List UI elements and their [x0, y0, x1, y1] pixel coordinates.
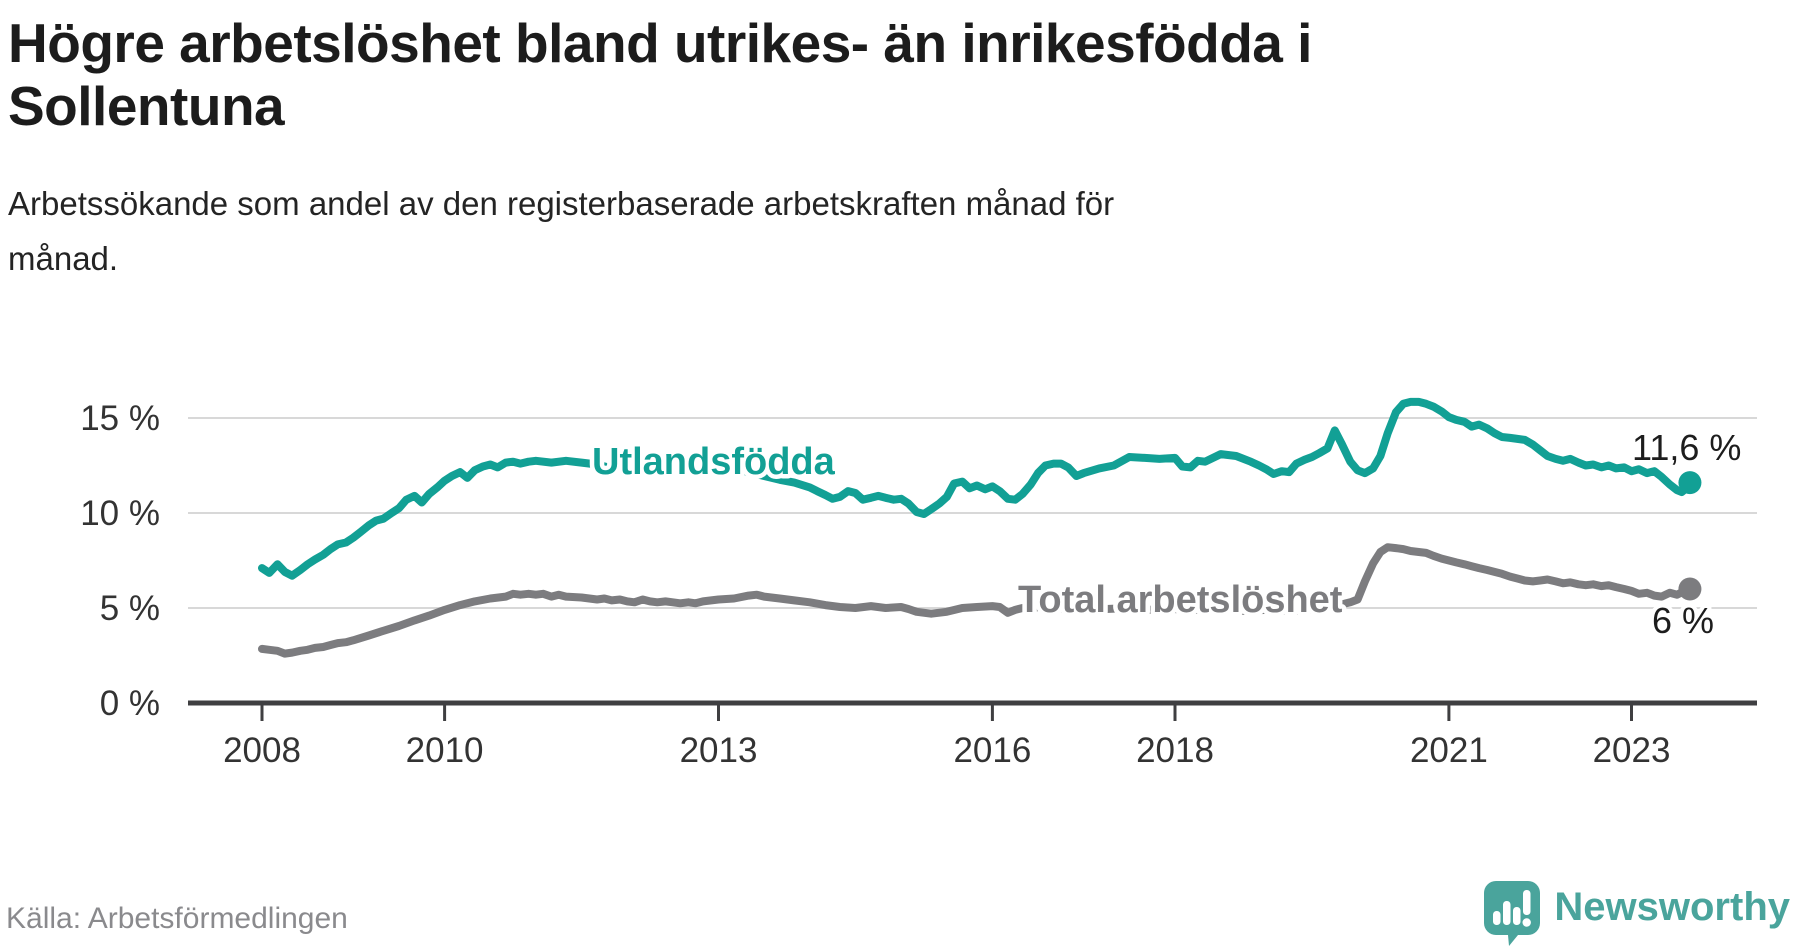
- series-line-total: [258, 543, 1694, 658]
- source-note: Källa: Arbetsförmedlingen: [6, 902, 348, 935]
- chart-subtitle: Arbetssökande som andel av den registerb…: [8, 176, 1608, 286]
- series-label-utlandsfodda: Utlandsfödda: [592, 441, 836, 483]
- y-tick-label-10: 10 %: [80, 494, 160, 533]
- series-end-value-utlandsfodda: 11,6 %: [1632, 427, 1741, 468]
- title-line-2: Sollentuna: [8, 74, 285, 137]
- x-tick-label-2018: 2018: [1136, 731, 1214, 770]
- y-tick-label-5: 5 %: [100, 589, 160, 628]
- subtitle-line-1: Arbetssökande som andel av den registerb…: [8, 185, 1115, 222]
- series-end-dot-utlandsfodda: [1678, 471, 1702, 495]
- page-title: Högre arbetslöshet bland utrikes- än inr…: [8, 12, 1728, 137]
- y-tick-label-0: 0 %: [100, 684, 160, 723]
- x-tick-label-2010: 2010: [406, 731, 484, 770]
- y-tick-label-15: 15 %: [80, 399, 160, 438]
- series-line-utlandsfodda: [258, 397, 1694, 580]
- brand-footer: Newsworthy: [1482, 880, 1790, 948]
- x-tick-label-2021: 2021: [1410, 731, 1488, 770]
- x-tick-label-2016: 2016: [953, 731, 1031, 770]
- title-line-1: Högre arbetslöshet bland utrikes- än inr…: [8, 12, 1312, 74]
- subtitle-line-2: månad.: [8, 240, 119, 278]
- x-tick-label-2023: 2023: [1593, 731, 1671, 770]
- newsworthy-logo-icon: [1484, 881, 1541, 946]
- x-tick-label-2008: 2008: [223, 731, 301, 770]
- brand-name: Newsworthy: [1554, 884, 1790, 929]
- series-end-dot-total: [1678, 577, 1702, 601]
- x-tick-label-2013: 2013: [680, 731, 758, 770]
- series-label-total: Total arbetslöshet: [1018, 579, 1343, 621]
- series-end-value-total: 6 %: [1652, 600, 1714, 641]
